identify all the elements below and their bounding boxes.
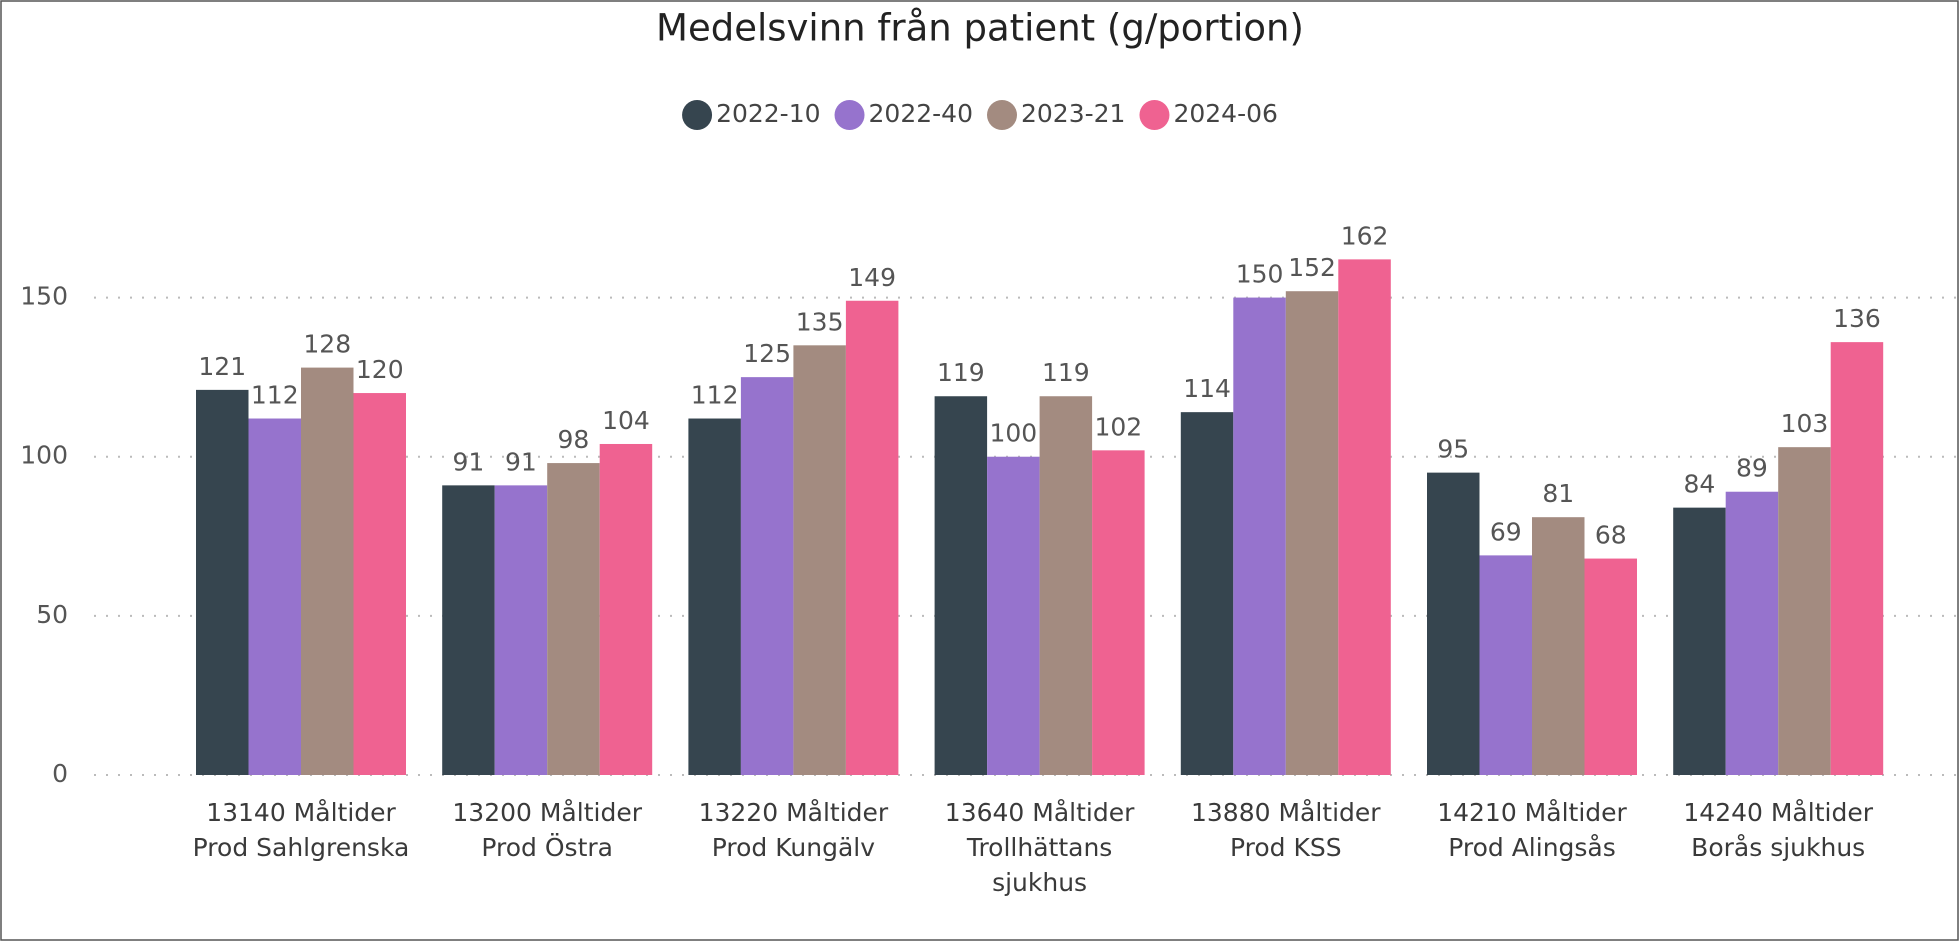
- bar: [1039, 396, 1093, 775]
- data-label: 112: [691, 381, 739, 410]
- bar: [494, 485, 548, 775]
- legend-marker: [1139, 100, 1170, 130]
- y-tick-label: 100: [20, 441, 68, 470]
- data-label: 91: [505, 447, 537, 476]
- data-label: 114: [1183, 374, 1231, 403]
- bar: [1673, 507, 1726, 775]
- data-label: 84: [1684, 470, 1716, 499]
- bar: [1427, 472, 1480, 775]
- legend-label: 2022-40: [869, 99, 973, 128]
- x-tick-label: 13220 Måltider Prod Kungälv: [698, 798, 889, 862]
- data-label: 81: [1542, 479, 1574, 508]
- x-tick-label: 13880 Måltider Prod KSS: [1191, 798, 1381, 862]
- bar: [1285, 291, 1339, 775]
- data-label: 149: [848, 263, 896, 292]
- data-label: 121: [198, 352, 246, 381]
- bar: [934, 396, 988, 775]
- bar: [196, 389, 249, 775]
- x-tick-label: 13140 Måltider Prod Sahlgrenska: [192, 798, 410, 862]
- bar: [1092, 450, 1145, 775]
- data-label: 68: [1595, 521, 1627, 550]
- bar: [1479, 555, 1532, 775]
- bar: [1725, 491, 1779, 775]
- bar: [353, 393, 406, 775]
- bar: [1830, 342, 1884, 775]
- bar: [547, 463, 600, 775]
- data-label: 102: [1094, 412, 1142, 441]
- data-label: 150: [1236, 260, 1284, 289]
- y-tick-label: 50: [36, 600, 68, 629]
- data-label: 162: [1341, 221, 1389, 250]
- data-label: 125: [743, 339, 791, 368]
- chart-title: Medelsvinn från patient (g/portion): [656, 7, 1304, 50]
- legend-marker: [987, 100, 1017, 130]
- bar: [1338, 259, 1391, 775]
- data-label: 100: [989, 419, 1037, 448]
- legend-label: 2022-10: [716, 99, 820, 128]
- data-label: 98: [558, 425, 590, 454]
- data-label: 152: [1288, 253, 1336, 282]
- data-label: 136: [1833, 304, 1881, 333]
- legend-label: 2024-06: [1173, 99, 1277, 128]
- x-tick-label: 13200 Måltider Prod Östra: [452, 798, 642, 862]
- legend-marker: [682, 100, 713, 130]
- bar: [442, 485, 495, 775]
- data-label: 104: [602, 406, 650, 435]
- bar: [248, 418, 301, 775]
- data-label: 112: [251, 381, 299, 410]
- legend-label: 2023-21: [1021, 99, 1125, 128]
- x-tick-label: 13640 Måltider Trollhättans sjukhus: [944, 798, 1135, 897]
- bar: [1532, 517, 1585, 775]
- data-label: 119: [937, 358, 985, 387]
- legend-marker: [834, 100, 865, 130]
- data-label: 95: [1437, 435, 1469, 464]
- y-tick-label: 150: [20, 282, 68, 311]
- x-tick-label: 14210 Måltider Prod Alingsås: [1437, 798, 1627, 862]
- bar: [1778, 447, 1831, 775]
- data-label: 91: [453, 447, 485, 476]
- bar: [599, 443, 653, 775]
- bar: [688, 418, 741, 775]
- data-label: 135: [796, 307, 844, 336]
- bar: [1233, 297, 1286, 775]
- data-label: 89: [1736, 454, 1768, 483]
- bar: [845, 300, 899, 775]
- bar: [1584, 558, 1637, 775]
- data-label: 103: [1781, 409, 1829, 438]
- data-label: 69: [1490, 517, 1522, 546]
- data-label: 128: [303, 330, 351, 359]
- bar: [793, 345, 846, 775]
- bar: [987, 456, 1040, 775]
- data-label: 119: [1042, 358, 1090, 387]
- bar: [301, 367, 354, 775]
- bar: [1180, 412, 1234, 775]
- y-tick-label: 0: [52, 759, 68, 788]
- bar: [740, 377, 794, 775]
- data-label: 120: [356, 355, 404, 384]
- x-tick-label: 14240 Måltider Borås sjukhus: [1683, 798, 1873, 862]
